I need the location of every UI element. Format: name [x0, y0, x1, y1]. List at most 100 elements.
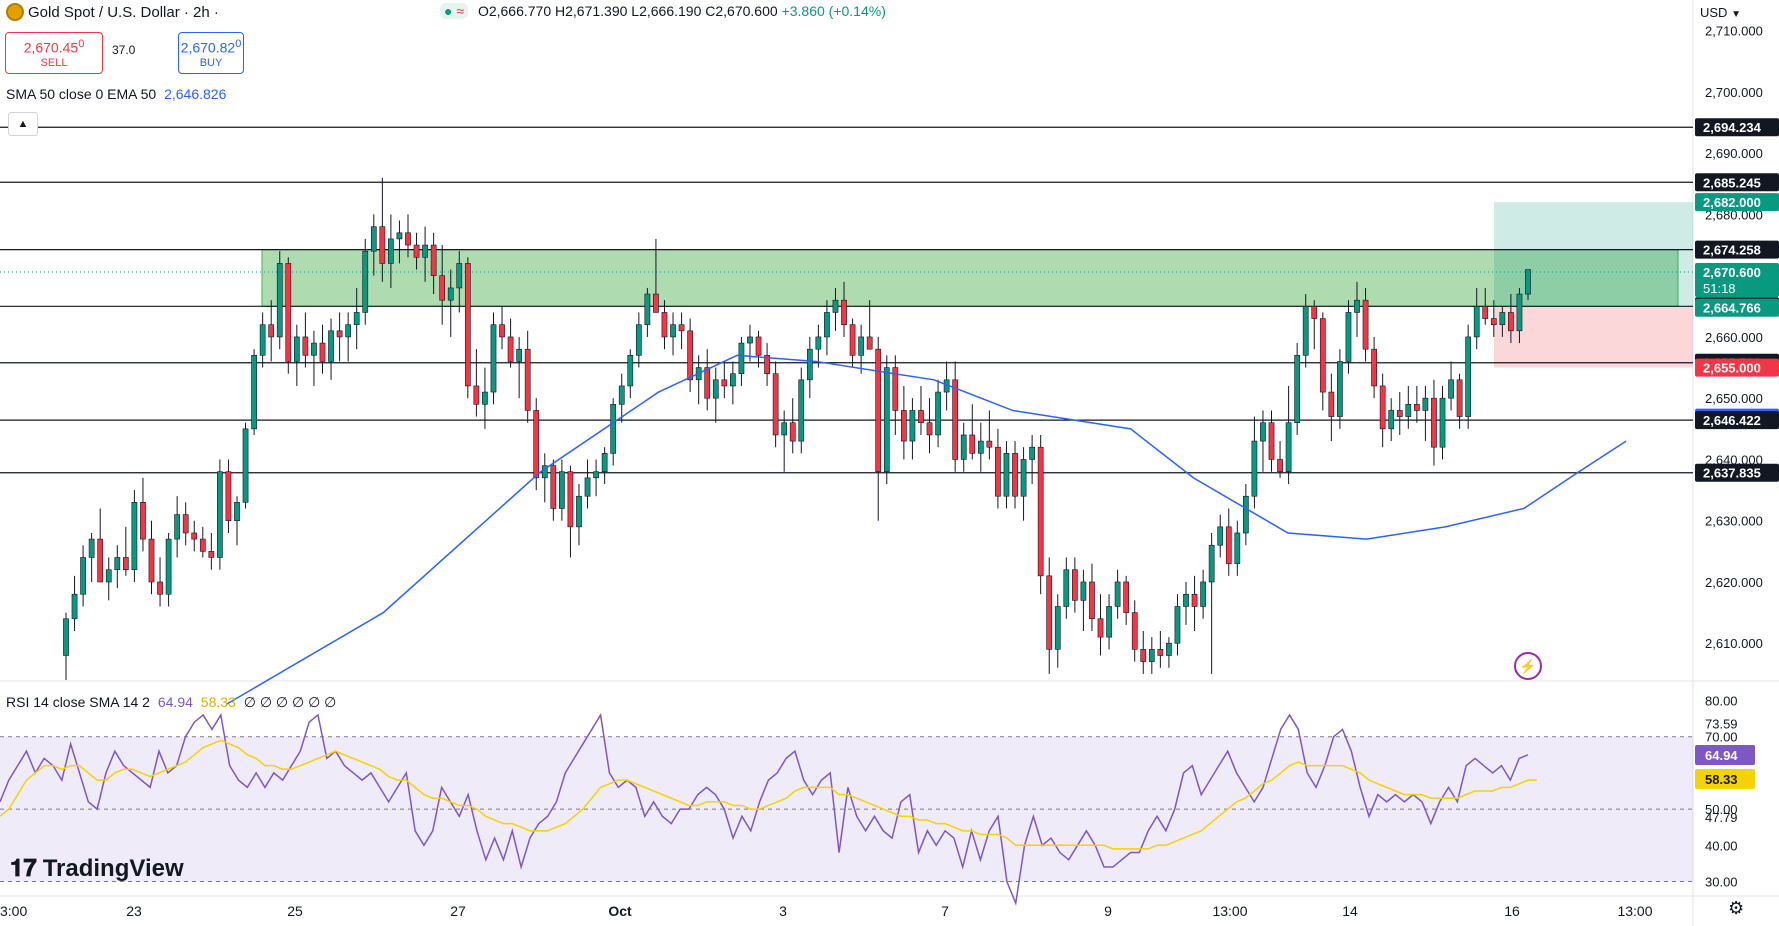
price-tick-label: 2,710.000	[1705, 24, 1763, 39]
candle-body	[1285, 422, 1292, 473]
candle-body	[388, 238, 394, 264]
candle-body	[311, 342, 317, 356]
time-tick-label: 25	[287, 903, 303, 919]
sell-button[interactable]: 2,670.450 SELL	[5, 32, 103, 74]
candle-body	[1473, 306, 1480, 338]
buy-label: BUY	[199, 56, 223, 69]
candle-body	[1225, 526, 1232, 564]
price-tick-label: 2,630.000	[1705, 514, 1763, 529]
candle-body	[960, 434, 967, 460]
chevron-up-icon[interactable]: ▲	[8, 112, 38, 136]
candle-body	[234, 502, 240, 522]
symbol-title[interactable]: Gold Spot / U.S. Dollar · 2h ·	[28, 3, 219, 21]
candle-body	[63, 618, 69, 656]
candle-body	[1208, 544, 1215, 583]
candle-body	[285, 263, 292, 362]
candle-body	[559, 471, 565, 509]
candle-body	[918, 410, 924, 424]
gear-icon[interactable]: ⚙	[1728, 898, 1745, 918]
time-tick-label: 9	[1104, 903, 1112, 919]
candle-body	[1217, 526, 1224, 546]
candle-body	[601, 453, 608, 473]
rsi-tick-label: 50.00	[1705, 802, 1738, 817]
candle-body	[1328, 391, 1335, 417]
candle-body	[1311, 306, 1318, 319]
candle-body	[1319, 318, 1326, 393]
candle-body	[148, 538, 155, 583]
candle-body	[1131, 612, 1138, 650]
candle-body	[131, 502, 138, 571]
candle-body	[80, 557, 86, 595]
change-value: +3.860 (+0.14%)	[781, 3, 886, 19]
buy-button[interactable]: 2,670.820 BUY	[178, 32, 244, 74]
candle-body	[1166, 642, 1172, 656]
candle-body	[430, 244, 437, 276]
candle-body	[1448, 379, 1454, 399]
candle-body	[977, 440, 984, 454]
candle-body	[1379, 385, 1386, 430]
candle-body	[730, 373, 736, 387]
price-tick-label: 2,690.000	[1705, 146, 1763, 161]
candle-body	[345, 324, 352, 338]
candle-body	[439, 275, 446, 301]
candle-body	[1362, 299, 1369, 350]
brand-name: TradingView	[42, 855, 184, 882]
time-tick-label: 16	[1504, 903, 1520, 919]
candle-body	[524, 348, 531, 411]
candle-body	[225, 471, 232, 522]
candle-body	[1277, 459, 1283, 473]
candle-body	[482, 391, 488, 405]
candle-body	[1072, 569, 1078, 601]
candle-body	[901, 410, 907, 442]
candle-body	[909, 410, 916, 442]
candle-body	[199, 538, 206, 552]
candle-body	[1302, 306, 1309, 356]
candle-body	[88, 538, 95, 558]
low-value: L2,666.190	[631, 3, 702, 19]
candle-body	[1054, 606, 1061, 650]
candle-body	[1063, 569, 1070, 607]
time-tick-label: 23	[126, 903, 142, 919]
candle-body	[405, 232, 411, 246]
candle-body	[627, 355, 634, 387]
tradingview-logo[interactable]: 𝟏𝟕 TradingView	[10, 855, 184, 883]
candle-body	[251, 355, 257, 430]
ohlc-readout: ● ≈ O2,666.770 H2,671.390 L2,666.190 C2,…	[440, 3, 886, 19]
price-tag-label: 2,637.835	[1703, 466, 1761, 481]
time-tick-label: Oct	[608, 903, 632, 919]
candle-body	[362, 250, 369, 313]
candle-body	[841, 299, 847, 325]
rsi-legend-rsi: 64.94	[157, 694, 193, 710]
candle-body	[1037, 446, 1044, 577]
price-tick-label: 2,620.000	[1705, 575, 1763, 590]
time-tick-label: 7	[941, 903, 949, 919]
candle-body	[584, 477, 591, 497]
candle-body	[1020, 459, 1027, 497]
candle-body	[704, 367, 711, 399]
candle-body	[319, 342, 326, 362]
candle-body	[1388, 410, 1395, 430]
price-tag-label: 2,674.258	[1703, 243, 1761, 258]
sma-legend[interactable]: SMA 50 close 0 EMA 50 2,646.826	[6, 86, 226, 102]
flash-icon[interactable]: ⚡	[1514, 652, 1542, 680]
candle-body	[567, 471, 574, 528]
price-tick-label: 2,650.000	[1705, 391, 1763, 406]
currency-label: USD	[1700, 5, 1728, 20]
candle-body	[1294, 355, 1301, 424]
symbol-header[interactable]: Gold Spot / U.S. Dollar · 2h ·	[0, 0, 219, 24]
candle-body	[986, 440, 993, 448]
candle-body	[276, 263, 283, 338]
rsi-legend-extra: ∅ ∅ ∅ ∅ ∅ ∅	[243, 694, 337, 710]
candle-body	[1260, 422, 1266, 442]
candle-body	[541, 465, 548, 479]
candle-body	[1046, 575, 1053, 650]
price-tag-label: 2,646.422	[1703, 413, 1761, 428]
candle-body	[738, 342, 745, 374]
currency-selector[interactable]: USD ▼	[1700, 5, 1741, 20]
rsi-legend[interactable]: RSI 14 close SMA 14 2 64.94 58.33 ∅ ∅ ∅ …	[6, 694, 336, 711]
market-status-icon[interactable]: ● ≈	[440, 3, 469, 19]
sma-line	[225, 354, 1627, 706]
candle-body	[1490, 318, 1497, 325]
candle-body	[670, 324, 676, 338]
